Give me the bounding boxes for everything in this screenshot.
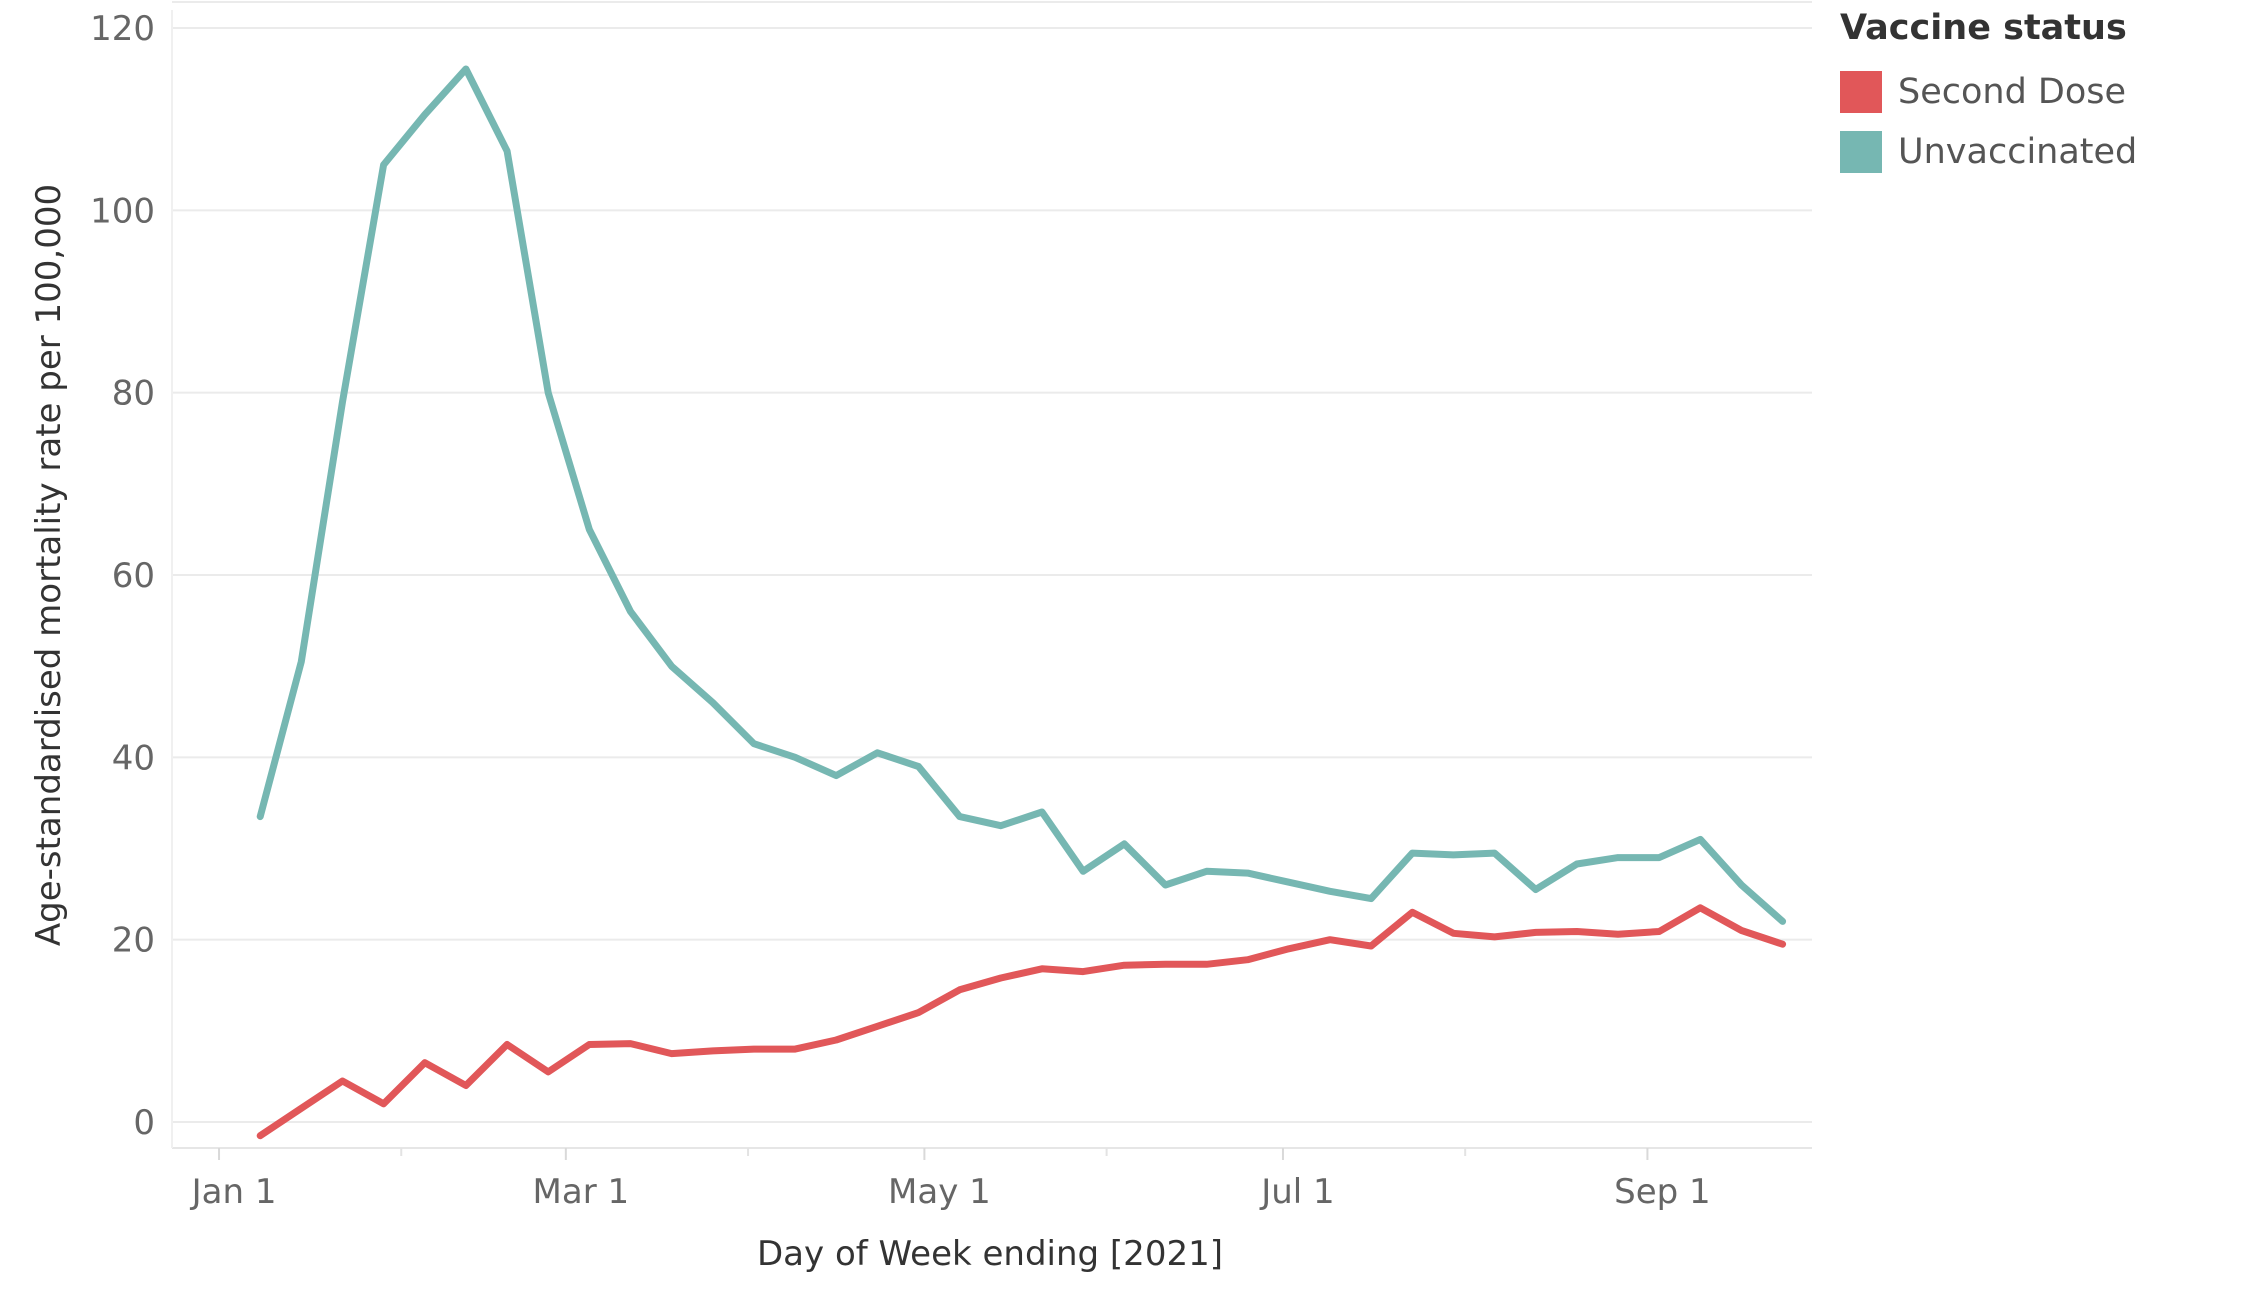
x-tick-label: Sep 1 [1614,1172,1711,1212]
x-axis-title: Day of Week ending [2021] [757,1234,1223,1274]
series-lines [256,65,1787,1140]
legend-swatch-second-dose [1840,71,1882,113]
y-tick-label: 20 [112,921,155,961]
legend-label-second-dose: Second Dose [1898,72,2127,112]
y-tick-label: 80 [112,374,155,414]
legend-item-second-dose[interactable]: Second Dose [1840,62,2137,122]
y-tick-label: 100 [90,191,155,231]
y-axis-ticks: 0 20 40 60 80 100 120 [90,9,155,1143]
y-axis-title: Age-standardised mortality rate per 100,… [29,184,69,946]
x-tick-label: May 1 [888,1172,991,1212]
legend-swatch-unvaccinated [1840,131,1882,173]
y-tick-label: 40 [112,738,155,778]
y-tick-label: 0 [133,1103,155,1143]
x-tick-label: Mar 1 [533,1172,630,1212]
x-axis-ticks: Jan 1 Mar 1 May 1 Jul 1 Sep 1 [190,1148,1711,1212]
y-tick-label: 120 [90,9,155,49]
x-tick-label: Jan 1 [190,1172,277,1212]
series-line-unvaccinated[interactable] [256,65,1787,925]
legend: Vaccine status Second Dose Unvaccinated [1840,8,2137,182]
x-tick-label: Jul 1 [1259,1172,1334,1212]
series-line-second-dose[interactable] [256,904,1787,1140]
legend-title: Vaccine status [1840,8,2127,48]
gridlines [171,1,1812,1149]
legend-item-unvaccinated[interactable]: Unvaccinated [1840,122,2137,182]
legend-label-unvaccinated: Unvaccinated [1898,132,2138,172]
y-tick-label: 60 [112,556,155,596]
